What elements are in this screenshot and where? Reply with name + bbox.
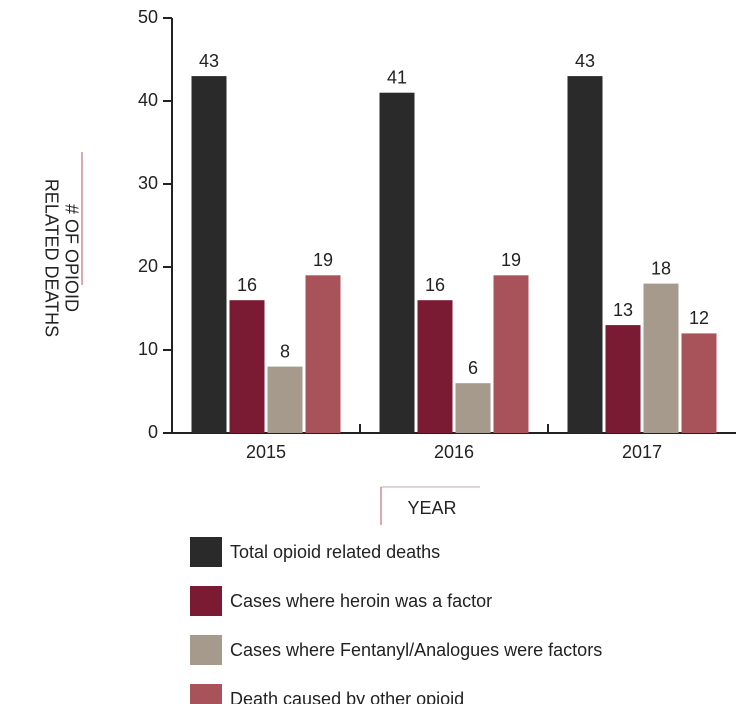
legend-swatch [190, 635, 222, 665]
legend-label: Cases where Fentanyl/Analogues were fact… [230, 640, 602, 660]
value-label: 13 [613, 300, 633, 320]
y-axis-label: # OF OPIOID RELATED DEATHS [41, 179, 81, 337]
bar [681, 333, 717, 433]
x-axis-label: YEAR [407, 498, 456, 518]
value-label: 43 [199, 51, 219, 71]
bar [379, 92, 415, 433]
bar [455, 383, 491, 433]
value-label: 18 [651, 258, 671, 278]
bar [191, 76, 227, 433]
value-label: 19 [313, 250, 333, 270]
legend-label: Total opioid related deaths [230, 542, 440, 562]
x-tick-label: 2015 [246, 442, 286, 462]
y-tick-label: 40 [138, 90, 158, 110]
bar [417, 300, 453, 433]
legend-swatch [190, 537, 222, 567]
y-tick-label: 0 [148, 422, 158, 442]
value-label: 8 [280, 341, 290, 361]
value-label: 19 [501, 250, 521, 270]
value-label: 16 [237, 275, 257, 295]
value-label: 43 [575, 51, 595, 71]
legend-swatch [190, 586, 222, 616]
bar [229, 300, 265, 433]
value-label: 16 [425, 275, 445, 295]
bar [567, 76, 603, 433]
x-tick-label: 2017 [622, 442, 662, 462]
legend-label: Death caused by other opioid [230, 689, 464, 704]
bar [305, 275, 341, 433]
value-label: 6 [468, 358, 478, 378]
value-label: 12 [689, 308, 709, 328]
y-axis-label-line: RELATED DEATHS [41, 179, 61, 337]
bar [493, 275, 529, 433]
legend-swatch [190, 684, 222, 704]
bar [267, 366, 303, 433]
y-tick-label: 10 [138, 339, 158, 359]
y-tick-label: 50 [138, 7, 158, 27]
value-label: 41 [387, 67, 407, 87]
x-tick-label: 2016 [434, 442, 474, 462]
bar [643, 283, 679, 433]
y-axis-label-line: # OF OPIOID [61, 204, 81, 312]
y-tick-label: 30 [138, 173, 158, 193]
legend-label: Cases where heroin was a factor [230, 591, 492, 611]
bar [605, 325, 641, 433]
y-tick-label: 20 [138, 256, 158, 276]
